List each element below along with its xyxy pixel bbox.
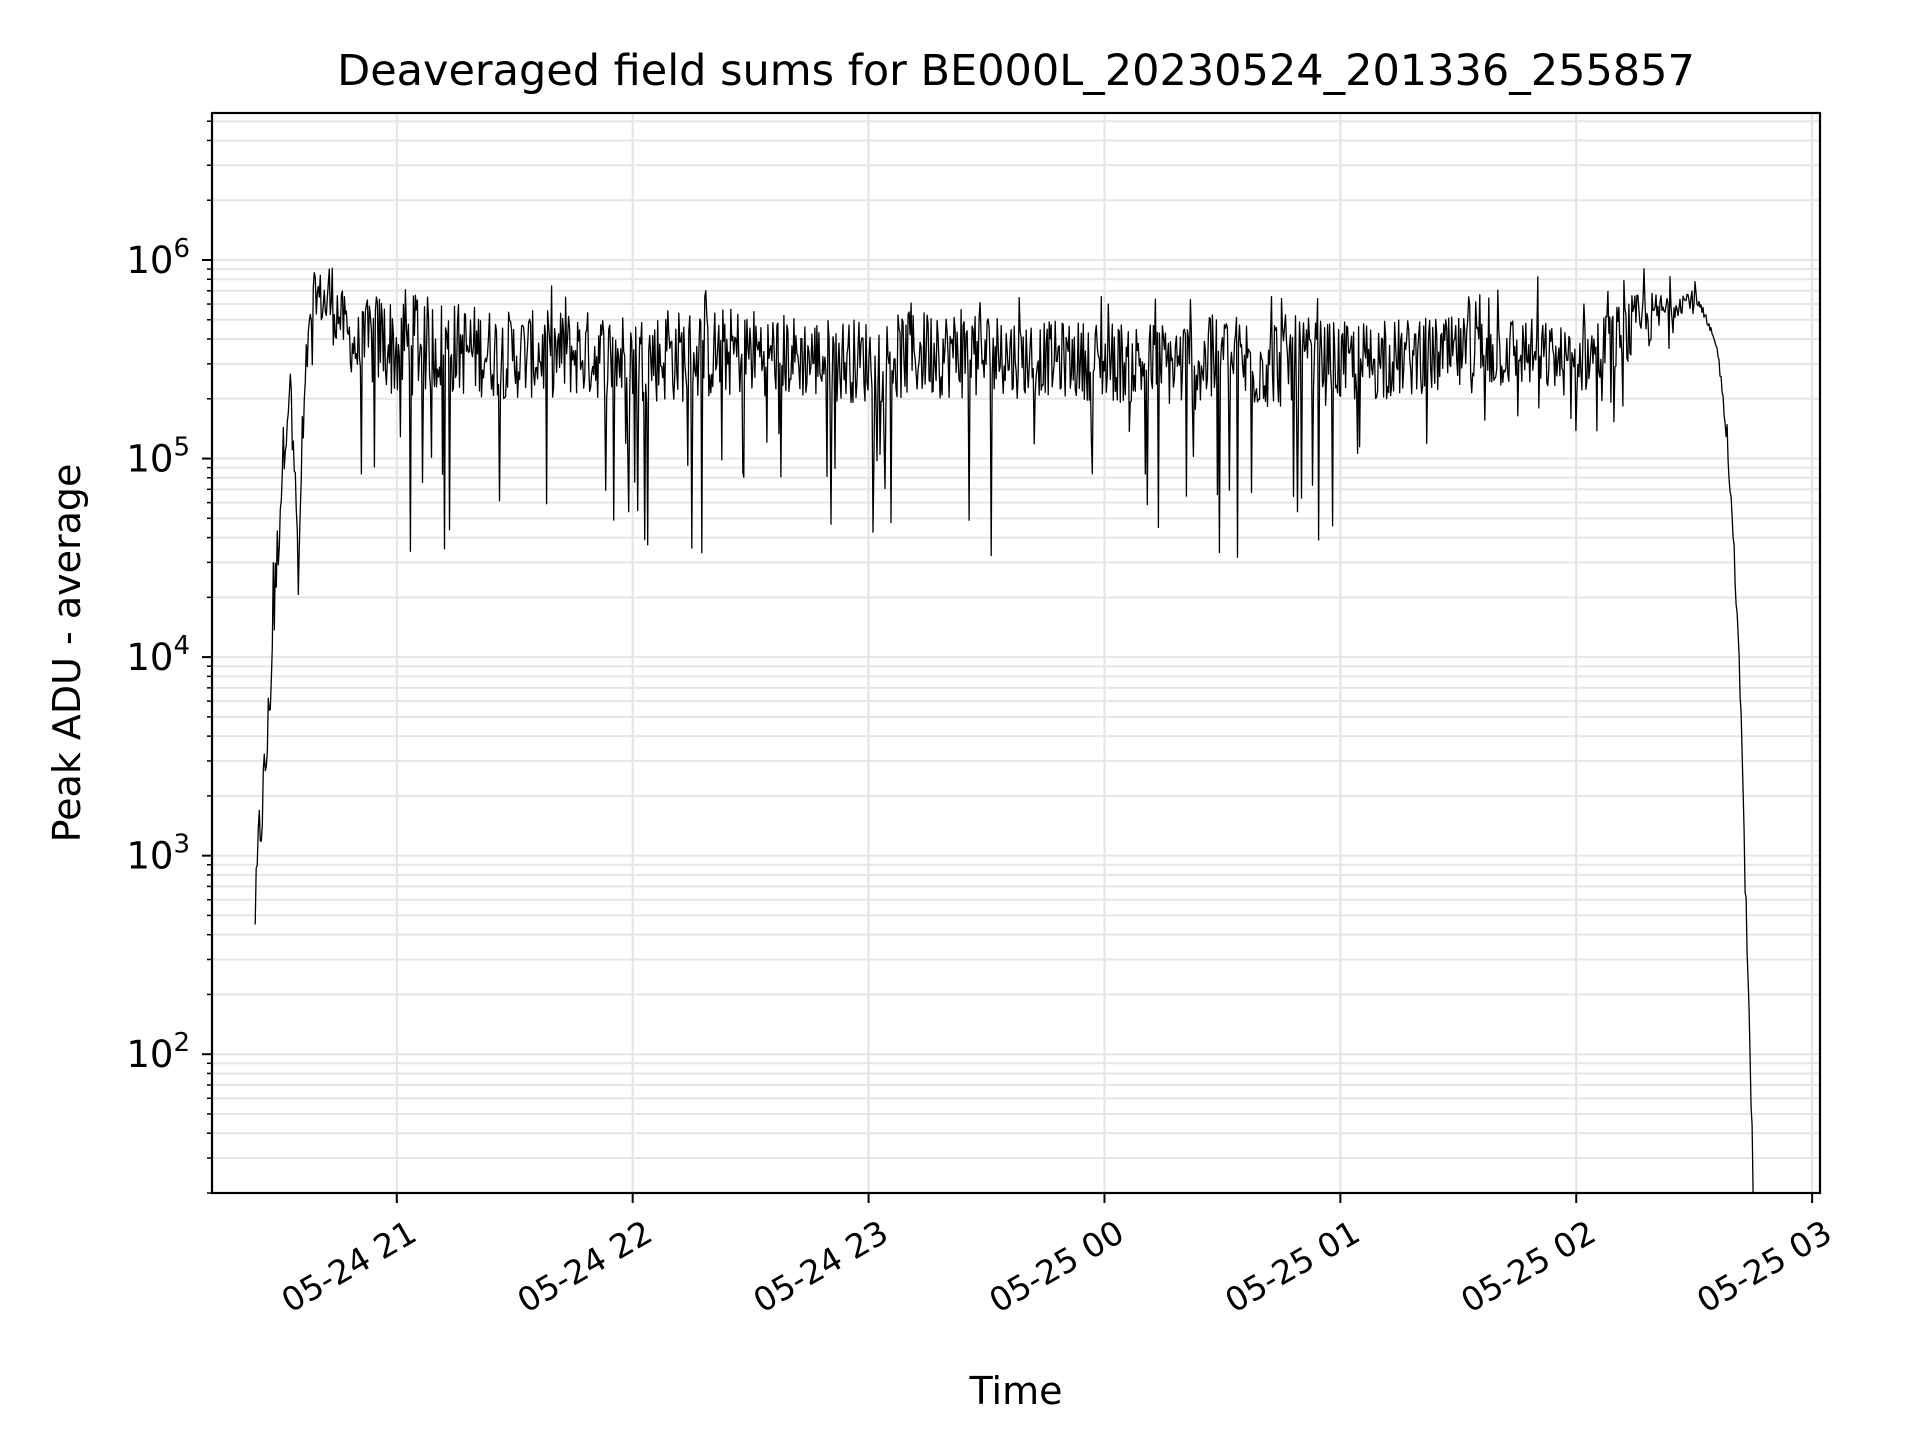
- data-series-line: [254, 267, 1758, 1194]
- y-tick-label: 104: [126, 631, 190, 679]
- y-tick-label: 105: [126, 433, 190, 481]
- y-tick-label: 103: [126, 830, 190, 878]
- series-path: [254, 267, 1758, 1194]
- chart-title: Deaveraged field sums for BE000L_2023052…: [337, 46, 1695, 96]
- grid: [212, 113, 1820, 1194]
- y-axis-label: Peak ADU - average: [45, 464, 89, 843]
- y-tick-label: 106: [126, 234, 190, 282]
- x-axis-label: Time: [969, 1369, 1063, 1413]
- plot-frame: [210, 111, 1822, 1195]
- y-tick-label: 102: [126, 1028, 190, 1076]
